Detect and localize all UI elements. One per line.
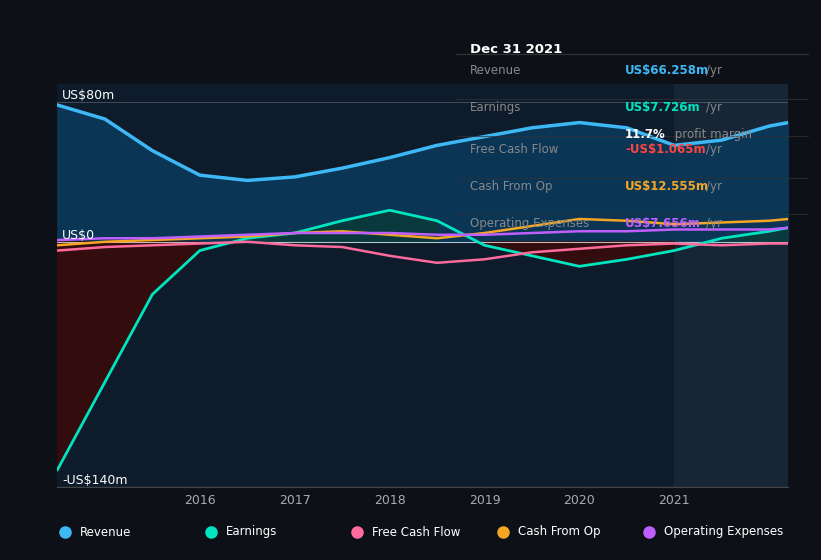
Text: Cash From Op: Cash From Op — [518, 525, 600, 539]
Text: Revenue: Revenue — [470, 64, 521, 77]
Text: /yr: /yr — [706, 180, 722, 193]
Text: /yr: /yr — [706, 64, 722, 77]
Text: -US$1.065m: -US$1.065m — [625, 143, 706, 156]
Bar — [674, 84, 788, 487]
Text: US$0: US$0 — [62, 229, 95, 242]
Text: Dec 31 2021: Dec 31 2021 — [470, 43, 562, 56]
Text: US$66.258m: US$66.258m — [625, 64, 709, 77]
Text: Earnings: Earnings — [470, 101, 521, 114]
Text: /yr: /yr — [706, 101, 722, 114]
Text: /yr: /yr — [706, 217, 722, 230]
Text: US$7.726m: US$7.726m — [625, 101, 701, 114]
Text: US$7.656m: US$7.656m — [625, 217, 701, 230]
Text: Free Cash Flow: Free Cash Flow — [372, 525, 460, 539]
Text: US$80m: US$80m — [62, 88, 116, 101]
Text: Earnings: Earnings — [226, 525, 277, 539]
Text: Cash From Op: Cash From Op — [470, 180, 553, 193]
Text: 11.7%: 11.7% — [625, 128, 666, 141]
Text: profit margin: profit margin — [671, 128, 752, 141]
Text: Operating Expenses: Operating Expenses — [470, 217, 589, 230]
Text: Revenue: Revenue — [80, 525, 131, 539]
Text: /yr: /yr — [706, 143, 722, 156]
Text: Operating Expenses: Operating Expenses — [664, 525, 783, 539]
Text: -US$140m: -US$140m — [62, 474, 128, 487]
Text: US$12.555m: US$12.555m — [625, 180, 709, 193]
Text: Free Cash Flow: Free Cash Flow — [470, 143, 558, 156]
